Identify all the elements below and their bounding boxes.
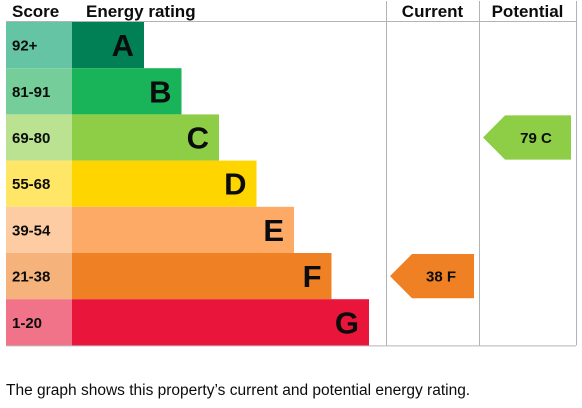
score-cell — [6, 299, 72, 346]
score-cell — [6, 206, 72, 253]
potential-rating-pointer-arrow — [483, 115, 571, 160]
current-rating-pointer: 38 F — [390, 254, 474, 299]
score-label: 92+ — [12, 38, 38, 55]
rating-letter: E — [263, 213, 284, 248]
rating-bar — [72, 160, 257, 207]
current-rating-pointer-label: 38 F — [426, 269, 456, 286]
band-g: 1-20 G — [6, 299, 369, 346]
rating-bar — [72, 299, 369, 346]
energy-rating-column-header: Energy rating — [86, 2, 196, 21]
rating-pointers: 38 F 79 C — [390, 115, 571, 299]
band-e: 39-54 E — [6, 206, 294, 253]
rating-letter: G — [335, 305, 359, 340]
band-c: 69-80 C — [6, 114, 219, 161]
rating-bar — [72, 253, 332, 300]
chart-grid — [6, 1, 577, 347]
score-label: 69-80 — [12, 130, 50, 147]
band-d: 55-68 D — [6, 160, 257, 207]
rating-bar — [72, 114, 219, 161]
score-label: 21-38 — [12, 269, 50, 286]
rating-letter: F — [303, 259, 322, 294]
chart-caption: The graph shows this property’s current … — [6, 382, 471, 399]
score-cell — [6, 114, 72, 161]
score-cell — [6, 253, 72, 300]
score-cell — [6, 22, 72, 69]
energy-rating-chart: Score Energy rating Current Potential 92… — [6, 1, 577, 347]
current-column-header: Current — [402, 2, 464, 21]
current-rating-pointer-arrow — [390, 254, 474, 299]
score-label: 81-91 — [12, 84, 50, 101]
rating-bar — [72, 206, 294, 253]
chart-headers: Score Energy rating Current Potential — [12, 2, 563, 21]
potential-column-header: Potential — [492, 2, 564, 21]
score-cell — [6, 160, 72, 207]
rating-letter: D — [224, 167, 246, 202]
band-a: 92+ A — [6, 22, 144, 69]
score-label: 55-68 — [12, 176, 50, 193]
score-column-header: Score — [12, 2, 59, 21]
rating-bar — [72, 68, 182, 115]
score-label: 39-54 — [12, 222, 51, 239]
score-label: 1-20 — [12, 315, 42, 332]
rating-letter: A — [112, 28, 134, 63]
score-cell — [6, 68, 72, 115]
rating-bands: 92+ A 81-91 B 69-80 C 55-68 D 39-54 E 21-38 F 1-20 G — [6, 22, 369, 346]
band-b: 81-91 B — [6, 68, 182, 115]
potential-rating-pointer: 79 C — [483, 115, 571, 160]
rating-letter: B — [149, 74, 171, 109]
band-f: 21-38 F — [6, 253, 332, 300]
potential-rating-pointer-label: 79 C — [520, 130, 552, 147]
rating-bar — [72, 22, 144, 69]
rating-letter: C — [187, 121, 209, 156]
